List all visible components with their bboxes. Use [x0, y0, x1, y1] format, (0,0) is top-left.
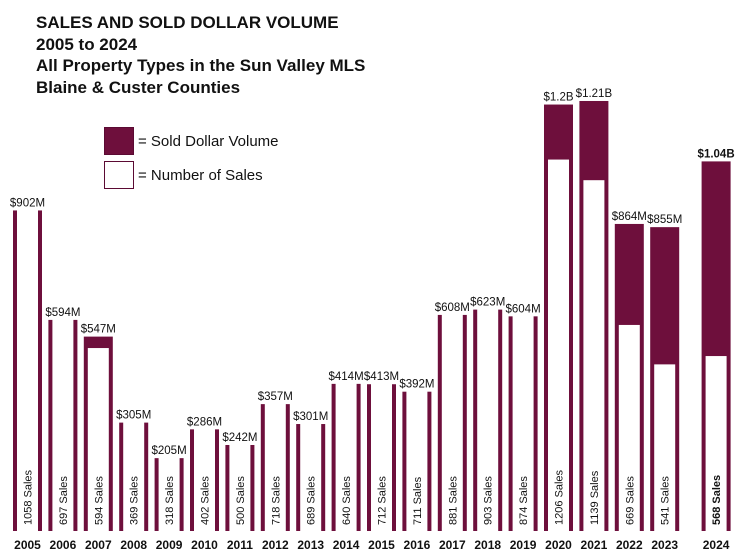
- volume-label-2017: $608M: [435, 302, 470, 314]
- sales-label-2012: 718 Sales: [270, 476, 282, 525]
- year-label-2019: 2019: [510, 538, 537, 552]
- sales-label-2021: 1139 Sales: [589, 470, 601, 525]
- volume-label-2012: $357M: [258, 391, 293, 403]
- title-line-3: All Property Types in the Sun Valley MLS: [36, 56, 366, 75]
- sales-label-2008: 369 Sales: [129, 476, 141, 525]
- volume-label-2014: $414M: [329, 371, 364, 383]
- volume-label-2011: $242M: [222, 432, 257, 444]
- sales-bar-2018: [477, 252, 499, 531]
- legend-item-volume: = Sold Dollar Volume: [104, 126, 279, 156]
- year-label-2023: 2023: [651, 538, 678, 552]
- year-label-2007: 2007: [85, 538, 112, 552]
- volume-label-2020: $1.2B: [543, 92, 573, 104]
- sales-bar-2006: [52, 316, 74, 531]
- volume-label-2019: $604M: [506, 303, 541, 315]
- sales-label-2014: 640 Sales: [341, 476, 353, 525]
- sales-label-2010: 402 Sales: [200, 476, 212, 525]
- sales-label-2013: 689 Sales: [306, 476, 318, 525]
- sales-bar-2024: [705, 356, 727, 531]
- legend: = Sold Dollar Volume = Number of Sales: [104, 126, 279, 194]
- sales-label-2017: 881 Sales: [447, 476, 459, 525]
- volume-label-2009: $205M: [152, 445, 187, 457]
- title-line-4: Blaine & Custer Counties: [36, 77, 241, 97]
- sales-label-2024: 568 Sales: [711, 475, 723, 525]
- sales-label-2019: 874 Sales: [518, 476, 530, 525]
- year-label-2011: 2011: [227, 538, 253, 552]
- sales-bar-2016: [406, 312, 428, 531]
- sales-bar-2021: [583, 180, 605, 532]
- year-label-2012: 2012: [262, 538, 289, 552]
- year-label-2018: 2018: [474, 538, 501, 552]
- sales-bar-2022: [618, 324, 640, 531]
- volume-label-2016: $392M: [399, 379, 434, 391]
- sales-bar-2007: [87, 348, 109, 531]
- sales-bar-2019: [512, 261, 534, 531]
- volume-label-2008: $305M: [116, 410, 151, 422]
- sales-label-2020: 1206 Sales: [554, 469, 566, 525]
- sales-label-2016: 711 Sales: [412, 476, 424, 525]
- year-label-2013: 2013: [297, 538, 324, 552]
- year-label-2006: 2006: [50, 538, 77, 552]
- sales-label-2005: 1058 Sales: [23, 469, 35, 525]
- sales-bar-2010: [194, 407, 215, 531]
- year-label-2016: 2016: [404, 538, 431, 552]
- year-label-2009: 2009: [156, 538, 183, 552]
- sales-bar-2011: [229, 377, 251, 531]
- legend-label-sales: = Number of Sales: [138, 166, 263, 184]
- sales-bar-2005: [17, 205, 38, 532]
- sales-bar-2017: [441, 259, 463, 531]
- sales-label-2018: 903 Sales: [483, 476, 495, 525]
- year-label-2005: 2005: [14, 538, 41, 552]
- volume-label-2018: $623M: [470, 297, 505, 309]
- year-label-2024: 2024: [703, 538, 730, 552]
- sales-bar-2014: [335, 333, 357, 531]
- volume-label-2015: $413M: [364, 371, 399, 383]
- legend-label-volume: = Sold Dollar Volume: [138, 132, 279, 150]
- legend-swatch-volume: [104, 127, 134, 155]
- year-label-2022: 2022: [616, 538, 643, 552]
- volume-label-2005: $902M: [10, 197, 45, 209]
- year-label-2021: 2021: [581, 538, 608, 552]
- year-label-2020: 2020: [545, 538, 572, 552]
- sales-bar-2008: [123, 417, 145, 531]
- sales-label-2006: 697 Sales: [58, 476, 70, 525]
- volume-label-2022: $864M: [612, 211, 647, 223]
- sales-bar-2009: [158, 433, 180, 531]
- year-label-2010: 2010: [191, 538, 218, 552]
- volume-label-2010: $286M: [187, 416, 222, 428]
- year-label-2008: 2008: [120, 538, 147, 552]
- sales-label-2009: 318 Sales: [164, 476, 176, 525]
- volume-label-2006: $594M: [45, 307, 80, 319]
- volume-label-2023: $855M: [647, 214, 682, 226]
- year-label-2014: 2014: [333, 538, 360, 552]
- volume-label-2007: $547M: [81, 324, 116, 336]
- legend-swatch-sales: [104, 161, 134, 189]
- chart-title: SALES AND SOLD DOLLAR VOLUME 2005 to 202…: [36, 12, 365, 98]
- volume-label-2013: $301M: [293, 411, 328, 423]
- sales-bar-2013: [300, 318, 322, 531]
- title-line-1: SALES AND SOLD DOLLAR VOLUME: [36, 13, 339, 32]
- sales-label-2007: 594 Sales: [93, 476, 105, 525]
- legend-item-sales: = Number of Sales: [104, 160, 279, 190]
- title-line-2: 2005 to 2024: [36, 34, 138, 54]
- year-label-2015: 2015: [368, 538, 395, 552]
- sales-bar-2015: [371, 311, 392, 531]
- sales-label-2011: 500 Sales: [235, 476, 247, 525]
- sales-label-2023: 541 Sales: [660, 476, 672, 525]
- sales-label-2015: 712 Sales: [377, 476, 389, 525]
- year-label-2017: 2017: [439, 538, 466, 552]
- volume-label-2024: $1.04B: [698, 148, 735, 160]
- sales-bar-2012: [264, 309, 286, 531]
- sales-bar-2020: [548, 159, 569, 531]
- sales-bar-2023: [654, 364, 676, 531]
- volume-label-2021: $1.21B: [576, 88, 613, 100]
- sales-label-2022: 669 Sales: [624, 476, 636, 525]
